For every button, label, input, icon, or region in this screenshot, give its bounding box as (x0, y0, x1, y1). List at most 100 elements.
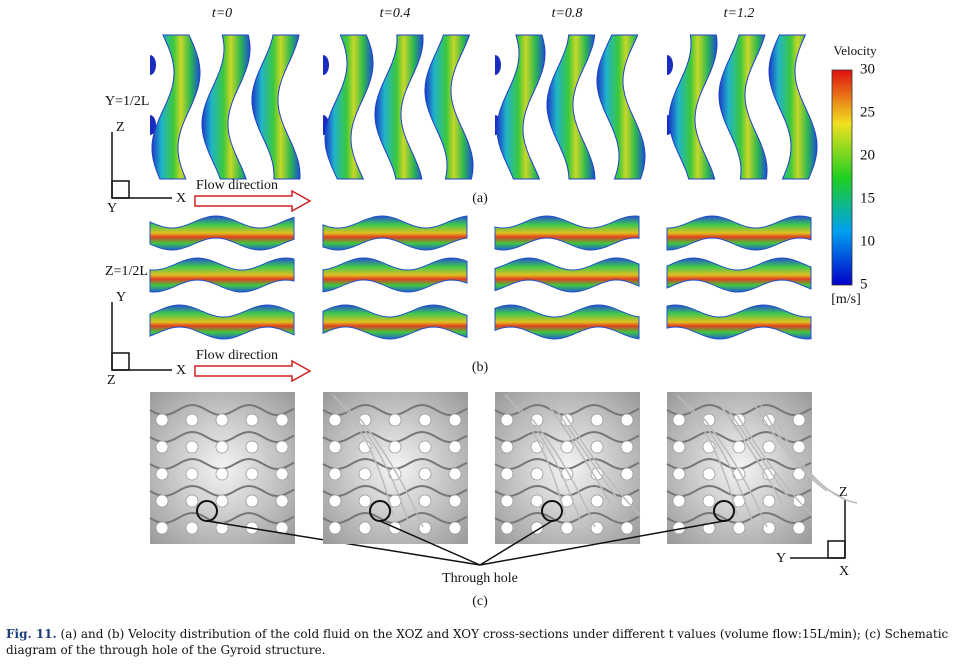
streamline (344, 404, 409, 522)
hole (185, 413, 199, 427)
streamline (332, 394, 394, 516)
hole (215, 494, 229, 508)
hole (560, 521, 574, 535)
tiles (149, 34, 858, 566)
streamline (736, 414, 813, 516)
hole (792, 413, 806, 427)
hole (448, 521, 462, 535)
streamline (504, 394, 566, 516)
hole (590, 494, 604, 508)
hole (500, 467, 514, 481)
colorbar-tick: 15 (860, 190, 875, 206)
flow-label: Flow direction (196, 348, 278, 363)
hole (418, 521, 432, 535)
hole (448, 413, 462, 427)
hole (672, 440, 686, 454)
hole (792, 521, 806, 535)
hole (245, 494, 259, 508)
streamline (528, 414, 596, 528)
hole (275, 494, 289, 508)
hole (275, 413, 289, 427)
annotation: Through hole (442, 571, 518, 586)
caption: Fig. 11. (a) and (b) Velocity distributi… (6, 626, 956, 658)
hole (418, 467, 432, 481)
colorbar-tick: 25 (860, 104, 875, 120)
colorbar-unit: [m/s] (831, 292, 861, 307)
flow-channel (374, 34, 424, 180)
hole (560, 440, 574, 454)
hole (500, 440, 514, 454)
hole (500, 413, 514, 427)
hole (672, 494, 686, 508)
hole (500, 494, 514, 508)
hole (185, 494, 199, 508)
time-label: t=0 (212, 6, 232, 21)
hole (388, 413, 402, 427)
hole (590, 413, 604, 427)
hole (418, 440, 432, 454)
flow-strip (149, 257, 295, 293)
hole (672, 413, 686, 427)
hole (792, 467, 806, 481)
hole (155, 413, 169, 427)
axis-label: X (839, 564, 849, 579)
hole (500, 521, 514, 535)
flow-channel (668, 34, 718, 180)
hole (732, 521, 746, 535)
flow-strip (666, 304, 812, 340)
hole (732, 440, 746, 454)
hole (418, 494, 432, 508)
flow-strip (322, 215, 468, 251)
hole (672, 467, 686, 481)
hole (358, 467, 372, 481)
hole (702, 467, 716, 481)
axis-label: Y (107, 201, 117, 216)
hole (328, 440, 342, 454)
flow-channel (151, 34, 201, 180)
flow-channel (768, 34, 818, 180)
hole (530, 521, 544, 535)
hole (620, 521, 634, 535)
hole (328, 467, 342, 481)
streamline (356, 414, 424, 528)
hole (328, 494, 342, 508)
time-label: t=1.2 (724, 6, 755, 21)
hole (620, 467, 634, 481)
hole (762, 521, 776, 535)
leader-line (479, 520, 725, 566)
hole (328, 413, 342, 427)
colorbar-tick: 30 (860, 61, 875, 77)
hole (328, 521, 342, 535)
streamline (772, 414, 858, 504)
streamline (700, 414, 768, 528)
streamline (564, 414, 641, 516)
leader-line (379, 520, 481, 566)
hole (215, 440, 229, 454)
flow-strip (322, 304, 468, 340)
flow-strip (666, 257, 812, 293)
axis-label: Y (776, 551, 786, 566)
hole (245, 440, 259, 454)
colorbar-tick: 5 (860, 276, 868, 292)
flow-strip (322, 257, 468, 293)
flow-strip (149, 215, 295, 251)
panel-label: (a) (472, 191, 488, 206)
flow-label: Flow direction (196, 178, 278, 193)
time-label: t=0.4 (380, 6, 411, 21)
axis-label: X (176, 363, 186, 378)
hole (155, 467, 169, 481)
hole (590, 521, 604, 535)
hole (762, 494, 776, 508)
caption-label: Fig. 11. (6, 627, 57, 641)
hole (388, 440, 402, 454)
streamline (540, 394, 611, 504)
streamline (516, 404, 581, 522)
panel-label: (b) (472, 360, 489, 375)
hole (275, 521, 289, 535)
hole (530, 467, 544, 481)
streamline (712, 394, 783, 504)
streamline (552, 404, 626, 510)
colorbar-tick: 10 (860, 233, 875, 249)
hole (215, 467, 229, 481)
hole (448, 440, 462, 454)
